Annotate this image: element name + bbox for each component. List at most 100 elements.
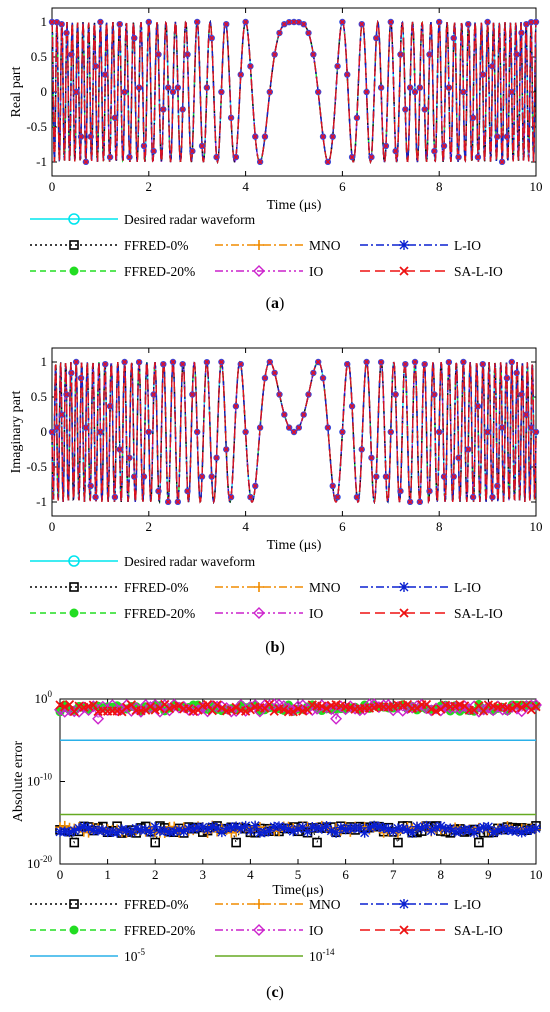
- data-point: [293, 824, 303, 835]
- data-point-marker: [219, 89, 224, 95]
- data-point: [340, 824, 351, 835]
- data-point-marker: [465, 447, 471, 452]
- data-point-marker: [441, 474, 447, 479]
- data-point-marker: [499, 159, 505, 165]
- data-point-marker: [373, 35, 379, 41]
- data-point-marker: [190, 392, 195, 397]
- data-point-marker: [146, 19, 152, 25]
- legend-marker: [399, 925, 409, 935]
- data-point-marker: [461, 359, 466, 365]
- data-point: [378, 823, 389, 834]
- data-point-marker: [141, 474, 147, 479]
- data-point-marker: [519, 392, 524, 397]
- data-point: [335, 822, 346, 833]
- data-point: [369, 820, 380, 831]
- data-point-marker: [344, 361, 350, 367]
- data-point: [69, 837, 80, 848]
- data-point: [231, 837, 241, 848]
- y-tick-label: -1: [36, 154, 47, 169]
- panel-label: (a): [266, 295, 285, 312]
- data-point-marker: [373, 474, 379, 479]
- data-point: [488, 827, 499, 838]
- data-point-marker: [335, 63, 340, 69]
- data-point: [431, 822, 442, 833]
- legend-marker: [69, 266, 79, 276]
- data-point: [78, 821, 89, 832]
- data-point: [169, 826, 180, 837]
- data-point-marker: [465, 21, 471, 27]
- y-tick-label: 1: [41, 14, 48, 29]
- panel-label: (b): [265, 639, 285, 656]
- data-point-marker: [378, 359, 384, 365]
- data-point-marker: [436, 429, 442, 435]
- legend-marker: [399, 240, 409, 250]
- legend-marker: [68, 555, 80, 567]
- legend-item-salio: SA-L-IO: [360, 264, 503, 279]
- data-point-marker: [301, 412, 307, 417]
- x-tick-label: 8: [436, 179, 443, 194]
- data-point: [192, 704, 205, 717]
- legend-item-ref0: 10-5: [30, 947, 145, 964]
- x-tick-label: 0: [49, 179, 56, 194]
- data-point: [526, 705, 536, 715]
- legend-marker: [69, 608, 79, 618]
- data-point: [531, 823, 541, 834]
- data-point-marker: [64, 30, 69, 36]
- legend-label: SA-L-IO: [454, 264, 503, 279]
- data-point-marker: [219, 359, 224, 365]
- data-point-marker: [383, 143, 389, 149]
- legend-item-io: IO: [215, 264, 323, 279]
- data-point: [112, 827, 123, 838]
- data-point: [279, 704, 289, 715]
- legend-marker: [69, 582, 79, 592]
- data-point: [421, 820, 432, 831]
- data-point: [330, 712, 343, 725]
- chart-c: 0 1 2 3 4 5 6 7 8 9 10 100 10-10 10-20 Time(μs) Absolut…: [11, 689, 543, 1001]
- x-tick-label: 7: [390, 867, 397, 882]
- data-point-marker: [490, 494, 495, 500]
- legend-item-ffred0: FFRED-0%: [30, 238, 189, 253]
- data-point: [388, 826, 399, 837]
- legend-label: FFRED-0%: [124, 897, 189, 912]
- data-point-marker: [228, 115, 234, 121]
- x-tick-label: 10: [530, 867, 543, 882]
- data-point-marker: [146, 429, 152, 435]
- data-point-marker: [194, 19, 200, 25]
- x-tick-label: 5: [295, 867, 302, 882]
- data-point: [250, 820, 261, 831]
- data-point-marker: [446, 359, 452, 365]
- data-point: [507, 703, 517, 714]
- data-point-marker: [248, 63, 253, 69]
- data-point-marker: [209, 474, 215, 479]
- data-point-marker: [243, 19, 248, 25]
- data-point: [144, 701, 157, 714]
- data-point-marker: [470, 115, 476, 121]
- data-point-marker: [451, 474, 457, 479]
- x-tick-label: 6: [342, 867, 349, 882]
- data-point: [511, 825, 522, 836]
- data-point: [83, 823, 94, 834]
- legend-marker: [254, 899, 264, 909]
- data-point: [497, 823, 508, 834]
- y-tick-label: 0: [41, 84, 48, 99]
- data-point-marker: [490, 63, 495, 69]
- y-tick-label: 10-20: [27, 854, 52, 871]
- markers: [48, 18, 540, 166]
- data-point-marker: [311, 52, 316, 57]
- data-point: [60, 702, 70, 712]
- data-point-marker: [499, 425, 505, 430]
- data-point-marker: [306, 30, 311, 36]
- legend-label: MNO: [309, 580, 341, 595]
- data-point-marker: [349, 154, 355, 160]
- data-point: [107, 826, 118, 837]
- data-point: [64, 700, 75, 710]
- data-point: [359, 827, 370, 838]
- data-point: [212, 822, 223, 833]
- data-point: [464, 824, 475, 835]
- data-point: [264, 699, 275, 710]
- data-point-marker: [335, 494, 340, 500]
- data-point-marker: [378, 85, 384, 90]
- data-point: [483, 821, 494, 832]
- data-point-marker: [504, 134, 510, 139]
- data-point-marker: [122, 359, 127, 365]
